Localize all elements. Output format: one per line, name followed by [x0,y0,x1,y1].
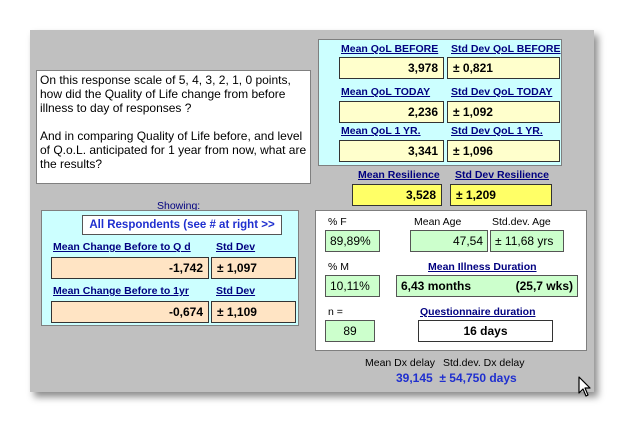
respondents-selector[interactable]: All Respondents (see # at right >> [82,215,282,235]
change-q-sd-value[interactable]: ± 1,097 [211,257,296,279]
change-1yr-sd-header: Std Dev [216,285,256,297]
sd-qol-today-header: Std Dev QoL TODAY [451,86,553,98]
mean-age-value[interactable]: 47,54 [410,230,488,252]
sd-dx-delay-label: Std.dev. Dx delay [443,357,525,369]
sd-age-label: Std.dev. Age [492,216,551,228]
illness-duration-header: Mean Illness Duration [428,261,537,273]
illness-weeks: (25,7 wks) [515,279,573,293]
pct-m-label: % M [328,261,349,273]
questionnaire-duration-header: Questionnaire duration [420,306,536,318]
sd-qol-1yr-header: Std Dev QoL 1 YR. [451,125,543,137]
n-value[interactable]: 89 [325,320,375,342]
pct-f-label: % F [328,216,347,228]
mean-qol-before-value[interactable]: 3,978 [339,57,444,79]
pct-m-value[interactable]: 10,11% [325,275,380,297]
change-q-sd-header: Std Dev [216,241,256,253]
change-panel: All Respondents (see # at right >> Mean … [41,210,299,326]
change-1yr-value[interactable]: -0,674 [51,301,209,323]
sd-resilience-value[interactable]: ± 1,209 [450,184,552,206]
illness-duration-value[interactable]: 6,43 months (25,7 wks) [396,275,578,297]
question-paragraph-1: On this response scale of 5, 4, 3, 2, 1,… [40,73,291,115]
sd-qol-1yr-value[interactable]: ± 1,096 [447,140,560,162]
mean-resilience-header: Mean Resilience [358,169,440,181]
question-paragraph-2: And in comparing Quality of Life before,… [40,129,307,171]
mean-resilience-value[interactable]: 3,528 [352,184,442,206]
qol-panel: Mean QoL BEFORE Std Dev QoL BEFORE 3,978… [318,39,562,166]
sd-age-value[interactable]: ± 11,68 yrs [490,230,564,252]
mean-age-label: Mean Age [414,216,462,228]
pct-f-value[interactable]: 89,89% [325,230,380,252]
change-1yr-header: Mean Change Before to 1yr [53,285,189,297]
question-text-box: On this response scale of 5, 4, 3, 2, 1,… [36,70,311,184]
sd-qol-before-value[interactable]: ± 0,821 [447,57,560,79]
sd-qol-before-header: Std Dev QoL BEFORE [451,43,561,55]
change-q-header: Mean Change Before to Q d [53,241,191,253]
questionnaire-duration-value[interactable]: 16 days [418,320,553,342]
n-label: n = [328,306,343,318]
mean-qol-today-header: Mean QoL TODAY [341,86,431,98]
mouse-pointer-icon [578,376,591,397]
demographics-panel: % F 89,89% Mean Age 47,54 Std.dev. Age ±… [315,210,587,351]
sd-qol-today-value[interactable]: ± 1,092 [447,101,560,123]
stats-panel: On this response scale of 5, 4, 3, 2, 1,… [30,30,594,392]
mean-qol-1yr-header: Mean QoL 1 YR. [341,125,421,137]
dx-delay-value: 39,145 ± 54,750 days [396,371,517,385]
mean-qol-today-value[interactable]: 2,236 [339,101,444,123]
change-q-value[interactable]: -1,742 [51,257,209,279]
change-1yr-sd-value[interactable]: ± 1,109 [211,301,296,323]
sd-resilience-header: Std Dev Resilience [455,169,549,181]
showing-label: Showing: [157,200,201,212]
mean-qol-1yr-value[interactable]: 3,341 [339,140,444,162]
mean-qol-before-header: Mean QoL BEFORE [341,43,439,55]
mean-dx-delay-label: Mean Dx delay [365,357,436,369]
illness-months: 6,43 months [401,279,472,293]
